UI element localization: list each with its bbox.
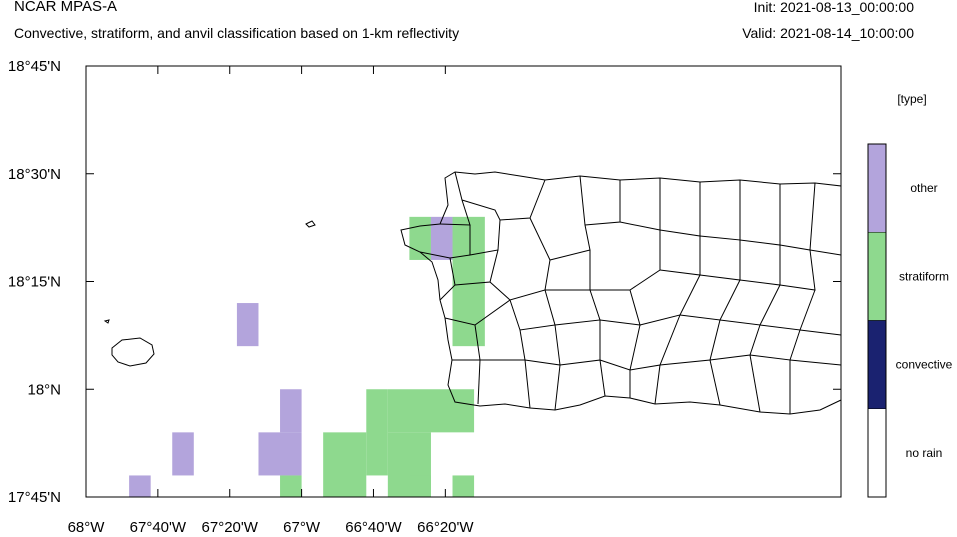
legend-swatch-stratiform bbox=[867, 232, 887, 321]
legend-colorbar: other stratiform convective no rain bbox=[867, 143, 953, 498]
x-tick-label: 67°W bbox=[283, 519, 321, 536]
x-tick-label: 68°W bbox=[68, 519, 106, 536]
x-tick-label: 66°20'W bbox=[417, 519, 474, 536]
cell-stratiform bbox=[452, 216, 485, 347]
legend-label-convective: convective bbox=[896, 358, 953, 372]
model-title: NCAR MPAS-A bbox=[14, 0, 118, 15]
desecheo-island bbox=[305, 220, 316, 228]
legend-swatch-convective bbox=[867, 320, 887, 409]
cell-other bbox=[258, 432, 302, 476]
legend-label-no-rain: no rain bbox=[906, 446, 943, 460]
legend-swatch-other bbox=[867, 143, 887, 233]
cell-stratiform bbox=[323, 432, 367, 497]
axis-ticks: 68°W 67°40'W 67°20'W 67°W 66°40'W 66°20'W 18°4… bbox=[8, 58, 841, 536]
y-tick-label: 18°15'N bbox=[8, 274, 61, 291]
cell-other bbox=[172, 432, 194, 476]
y-tick-label: 18°N bbox=[27, 381, 61, 398]
cell-stratiform bbox=[366, 389, 388, 476]
y-tick-label: 18°30'N bbox=[8, 166, 61, 183]
cell-other bbox=[129, 475, 151, 497]
cell-stratiform bbox=[280, 475, 302, 497]
x-tick-label: 67°40'W bbox=[130, 519, 187, 536]
cell-other bbox=[430, 216, 453, 260]
legend-title: [type] bbox=[897, 92, 926, 106]
y-tick-label: 18°45'N bbox=[8, 58, 61, 75]
legend-colorbar-frame bbox=[867, 143, 887, 498]
cell-other bbox=[236, 303, 259, 347]
cell-stratiform bbox=[409, 475, 431, 497]
y-tick-label: 17°45'N bbox=[8, 489, 61, 506]
cell-stratiform bbox=[452, 475, 475, 497]
coastline-and-municipality-boundaries bbox=[103, 171, 842, 415]
init-time: Init: 2021-08-13_00:00:00 bbox=[753, 0, 914, 15]
plot-subtitle: Convective, stratiform, and anvil classi… bbox=[14, 25, 460, 41]
cell-other bbox=[280, 389, 302, 433]
x-tick-label: 67°20'W bbox=[202, 519, 259, 536]
monito-islet bbox=[103, 319, 110, 324]
legend-label-stratiform: stratiform bbox=[899, 269, 949, 283]
classification-cells bbox=[129, 216, 485, 497]
cell-stratiform bbox=[387, 389, 475, 433]
x-tick-label: 66°40'W bbox=[345, 519, 402, 536]
mona-island bbox=[111, 337, 155, 367]
legend-swatch-no-rain bbox=[867, 408, 887, 498]
legend: [type] other stratiform convective no rain bbox=[867, 92, 953, 498]
legend-label-other: other bbox=[910, 181, 937, 195]
valid-time: Valid: 2021-08-14_10:00:00 bbox=[742, 25, 914, 41]
